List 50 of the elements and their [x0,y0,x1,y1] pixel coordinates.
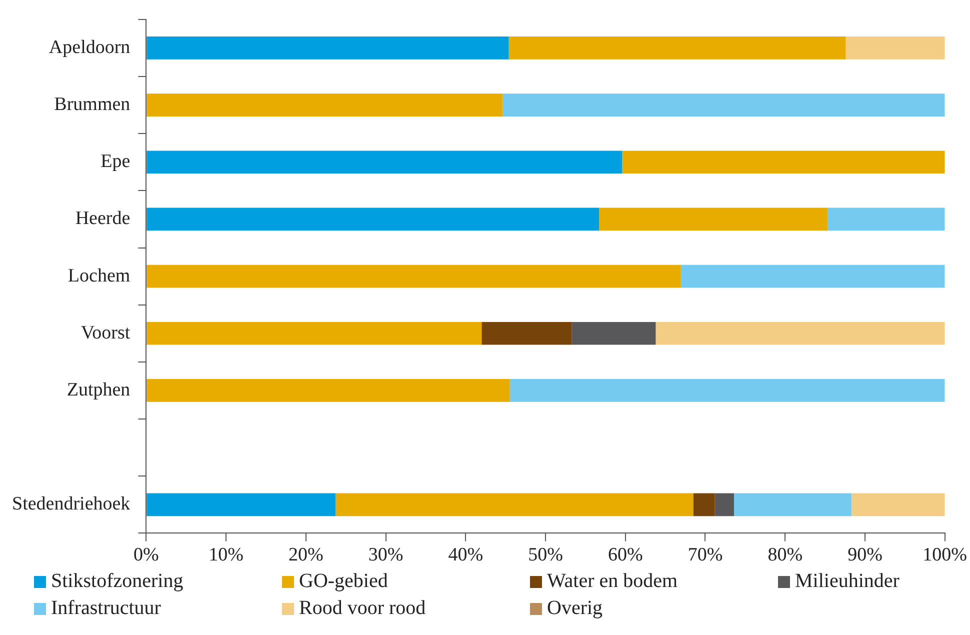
bar [482,322,572,345]
legend-label: Overig [547,597,603,620]
y-tick-label: Voorst [80,322,131,344]
bar [146,322,482,345]
x-tick-label: 70% [688,544,723,566]
x-tick-label: 40% [448,544,484,566]
bar [827,208,945,231]
y-tick-label: Epe [100,151,130,172]
x-tick-label: 90% [848,544,883,566]
bar [851,493,945,516]
legend-label: Milieuhinder [795,570,900,593]
y-tick-label: Heerde [75,208,130,230]
y-tick-label: Stedendriehoek [12,494,131,515]
legend-label: Stikstofzonering [51,570,184,593]
bar [510,379,945,402]
x-tick-label: 80% [768,544,803,566]
bar [335,493,694,516]
bar [599,208,828,231]
x-tick-label: 10% [208,544,244,566]
legend-label: Infrastructuur [51,597,161,620]
y-tick-label: Zutphen [66,379,131,400]
bar [146,493,336,516]
bar [146,150,622,174]
x-tick-label: 60% [608,544,643,566]
x-tick-label: 50% [528,544,564,566]
x-tick-label: 30% [368,544,404,566]
x-tick-label: 100% [922,544,968,566]
bar [734,493,852,516]
bar [502,94,945,116]
bar [846,36,945,60]
bar [146,208,600,231]
y-tick-label: Brummen [54,94,131,116]
bar [622,150,945,174]
legend-label: Rood voor rood [299,597,426,620]
bar [146,94,502,116]
bar [714,493,734,516]
bar [146,379,510,402]
legend-label: Water en bodem [547,570,678,593]
bar [572,322,656,345]
x-tick-label: 20% [288,544,324,566]
legend-label: GO-gebied [299,570,388,593]
bar [508,36,846,60]
bar [680,264,945,288]
x-tick-label: 0% [134,544,160,566]
bar [656,322,945,345]
y-tick-label: Lochem [68,265,130,286]
bar [146,264,680,288]
bar [146,36,509,60]
bar [693,493,715,516]
y-tick-label: Apeldoorn [48,36,131,58]
